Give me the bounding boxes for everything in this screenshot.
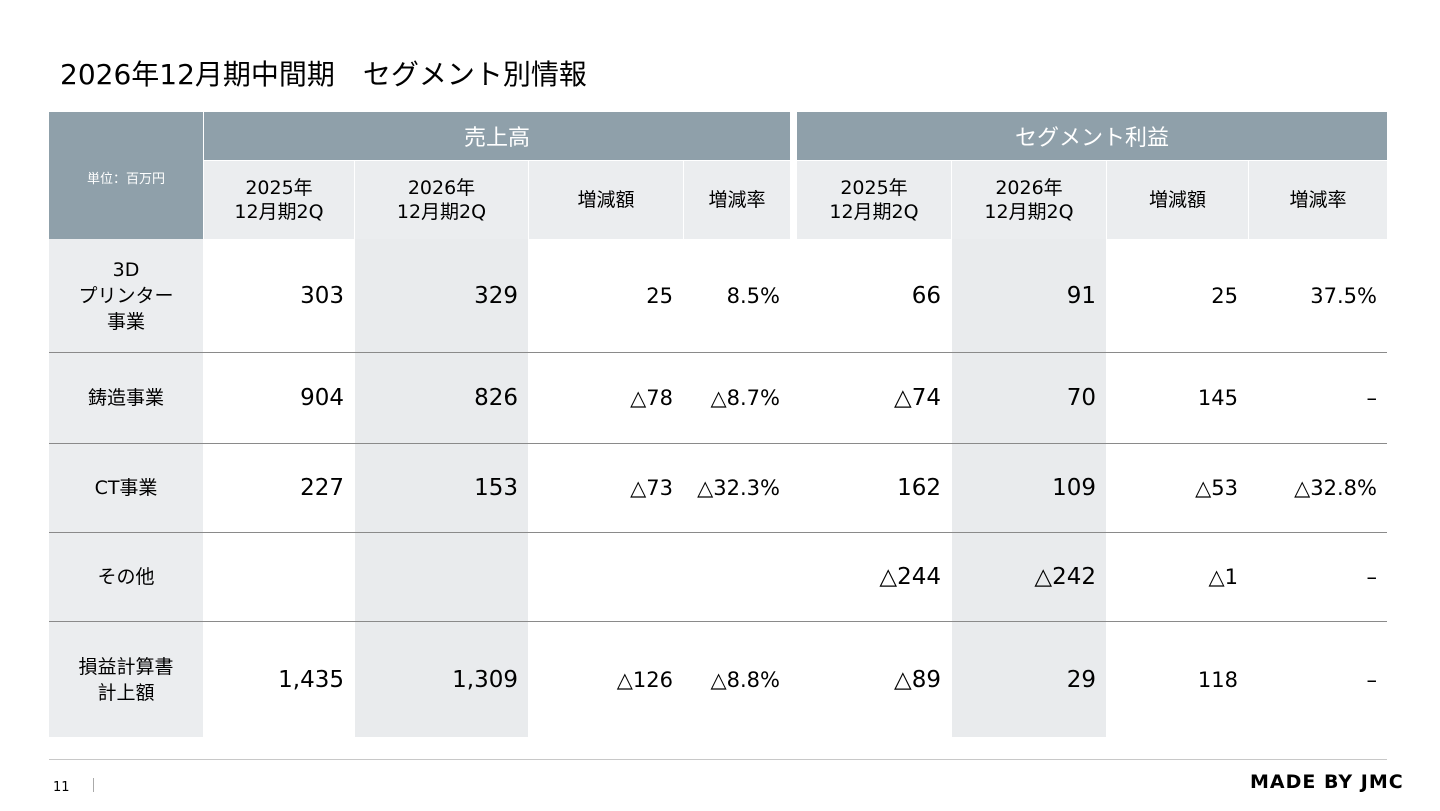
table-cell: 25 xyxy=(1211,283,1238,308)
table-cell: – xyxy=(1366,667,1378,692)
table-cell: △32.3% xyxy=(697,476,780,500)
table-cell: 153 xyxy=(355,444,528,532)
table-cell: 162 xyxy=(897,475,941,501)
table-cell: △78 xyxy=(630,386,673,410)
table-cell: – xyxy=(1366,386,1378,410)
table-cell: △73 xyxy=(630,476,673,500)
table-cell: 37.5% xyxy=(1310,283,1377,308)
table-cell: 904 xyxy=(300,385,344,411)
footer-divider xyxy=(49,759,1387,760)
table-cell: 25 xyxy=(646,283,673,308)
column-header: 2026年 12月期2Q xyxy=(355,161,528,239)
table-cell xyxy=(355,533,528,621)
table-cell: 91 xyxy=(952,239,1106,352)
table-cell: 109 xyxy=(952,444,1106,532)
table-cell: △89 xyxy=(894,666,941,693)
table-cell: 66 xyxy=(911,282,941,309)
table-cell: 1,309 xyxy=(355,622,528,737)
table-cell: 329 xyxy=(355,239,528,352)
column-header: 2026年 12月期2Q xyxy=(952,161,1106,239)
row-divider xyxy=(49,532,1387,533)
segment-table: 単位：百万円 売上高 セグメント利益 2025年 12月期2Q 2026年 12月… xyxy=(49,112,1387,738)
row-label: 3D プリンター 事業 xyxy=(49,239,203,352)
column-header: 増減額 xyxy=(529,161,683,239)
column-header: 増減率 xyxy=(684,161,790,239)
row-label: 損益計算書 計上額 xyxy=(49,622,203,737)
table-cell: △32.8% xyxy=(1294,476,1377,500)
table-cell xyxy=(529,533,683,621)
column-header: 増減率 xyxy=(1249,161,1387,239)
column-header: 2025年 12月期2Q xyxy=(797,161,951,239)
row-divider xyxy=(49,443,1387,444)
table-cell: 303 xyxy=(300,282,344,309)
page-title: 2026年12月期中間期 セグメント別情報 xyxy=(60,58,587,91)
table-cell: △1 xyxy=(1208,565,1238,589)
group-header-segment-profit: セグメント利益 xyxy=(797,112,1387,160)
table-cell: 70 xyxy=(952,353,1106,443)
table-cell: △242 xyxy=(952,533,1106,621)
column-header: 2025年 12月期2Q xyxy=(204,161,354,239)
table-cell: 227 xyxy=(300,475,344,501)
table-cell xyxy=(684,533,790,621)
table-cell: △8.7% xyxy=(710,386,780,410)
table-cell: △74 xyxy=(894,385,941,411)
table-cell: 29 xyxy=(952,622,1106,737)
table-cell: △8.8% xyxy=(710,667,780,692)
unit-label: 単位：百万円 xyxy=(49,112,203,239)
table-cell: 826 xyxy=(355,353,528,443)
table-cell: △244 xyxy=(879,564,941,590)
row-divider xyxy=(49,621,1387,622)
footer-separator xyxy=(93,778,94,792)
group-header-sales: 売上高 xyxy=(204,112,790,160)
table-cell: – xyxy=(1366,565,1378,589)
table-cell: 145 xyxy=(1197,386,1238,410)
table-cell: △126 xyxy=(616,667,673,692)
table-cell: 1,435 xyxy=(278,666,344,693)
row-label: 鋳造事業 xyxy=(49,353,203,443)
column-header: 増減額 xyxy=(1107,161,1248,239)
company-logo: MADE BY JMC xyxy=(1250,771,1404,793)
table-cell: △53 xyxy=(1195,476,1238,500)
row-label: その他 xyxy=(49,533,203,621)
row-divider xyxy=(49,352,1387,353)
table-cell: 118 xyxy=(1197,667,1238,692)
group-gap xyxy=(790,112,797,239)
row-label: CT事業 xyxy=(49,444,203,532)
table-cell: 8.5% xyxy=(726,283,780,308)
page-number: 11 xyxy=(53,780,70,795)
table-cell xyxy=(204,533,354,621)
